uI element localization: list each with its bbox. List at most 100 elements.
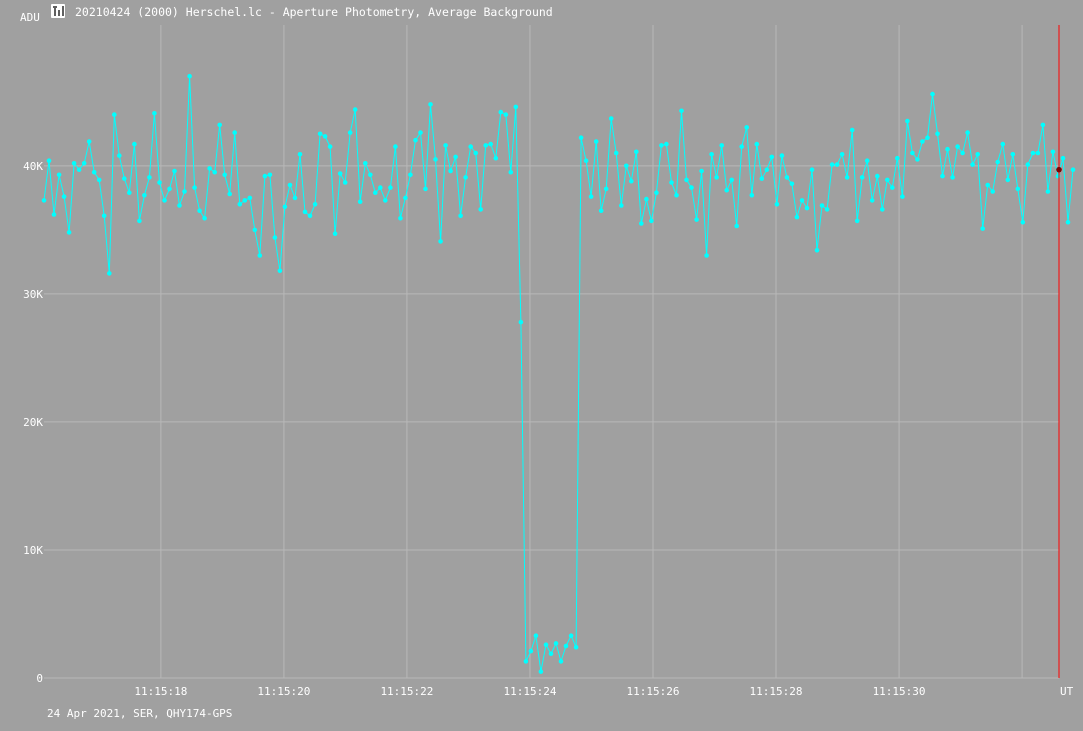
data-point [272, 235, 278, 240]
data-point [980, 226, 985, 231]
data-point [383, 198, 388, 203]
data-point [107, 271, 112, 276]
data-point [578, 135, 584, 140]
data-point [839, 152, 845, 157]
data-point [900, 194, 905, 199]
data-point [915, 157, 920, 162]
data-point [664, 141, 669, 147]
data-point [965, 130, 970, 135]
data-point [157, 180, 162, 185]
data-point [418, 130, 423, 135]
data-point [112, 112, 117, 117]
data-point [187, 73, 192, 79]
data-point [940, 173, 945, 179]
data-point [880, 207, 885, 212]
data-point [267, 172, 273, 178]
data-point [46, 158, 52, 163]
data-point [729, 177, 734, 183]
data-point [292, 195, 298, 201]
data-point [970, 162, 975, 167]
data-point [368, 172, 373, 178]
data-point [955, 144, 960, 149]
data-point [237, 202, 243, 207]
data-point [925, 135, 930, 140]
data-point [885, 177, 890, 183]
data-point [433, 157, 438, 162]
data-point [624, 163, 629, 169]
data-point [332, 231, 338, 236]
data-point [473, 150, 479, 156]
data-point [192, 185, 197, 190]
data-point [553, 641, 559, 646]
data-point [86, 139, 92, 144]
series-layer [41, 73, 1076, 674]
data-point [177, 203, 182, 208]
data-point [593, 139, 599, 144]
data-point [347, 130, 353, 135]
data-point [41, 198, 47, 203]
data-point [659, 143, 664, 148]
data-point [247, 195, 253, 201]
data-point [76, 167, 82, 172]
cursor-layer[interactable] [1056, 25, 1062, 678]
data-point [252, 227, 258, 233]
data-point [639, 221, 644, 226]
data-point [373, 190, 378, 195]
data-point [488, 141, 494, 147]
data-point [227, 191, 232, 197]
data-point [834, 162, 840, 167]
data-point [122, 176, 127, 181]
data-point [719, 143, 724, 148]
data-point [403, 195, 408, 201]
data-point [448, 168, 453, 174]
data-point [699, 168, 704, 174]
data-point [197, 208, 202, 213]
data-point [769, 154, 775, 160]
data-point [297, 152, 303, 157]
data-point [724, 187, 729, 193]
data-point [528, 648, 534, 654]
data-point [543, 642, 549, 647]
data-point [869, 198, 875, 203]
data-point [217, 122, 222, 128]
data-point [990, 189, 995, 194]
data-point [975, 152, 980, 157]
data-point [438, 239, 443, 244]
data-point [463, 175, 468, 180]
data-point [277, 268, 283, 274]
data-point [147, 175, 152, 180]
data-point [322, 134, 328, 139]
data-point [162, 198, 167, 203]
data-point [603, 186, 609, 192]
x-tick-label: 11:15:30 [873, 685, 926, 698]
data-point [523, 659, 529, 664]
data-point [568, 633, 574, 638]
data-point [538, 669, 544, 674]
data-point [137, 218, 142, 224]
data-point [779, 153, 785, 158]
data-point [207, 166, 212, 171]
data-point [357, 199, 363, 204]
data-point [654, 190, 659, 195]
data-point [1000, 141, 1006, 147]
data-point [262, 173, 268, 179]
data-point [985, 182, 990, 188]
data-point [694, 217, 699, 222]
data-point [809, 167, 815, 172]
data-point [423, 186, 428, 192]
data-point [478, 207, 484, 212]
y-tick-label: 30K [23, 288, 43, 301]
data-point [1070, 167, 1076, 172]
data-point [588, 194, 594, 199]
data-point [167, 186, 172, 192]
data-point [101, 213, 107, 219]
data-point [548, 651, 554, 656]
data-point [378, 185, 383, 190]
data-point [709, 152, 714, 157]
data-point [634, 149, 639, 155]
data-point [287, 182, 293, 188]
data-point [307, 213, 313, 219]
data-point [799, 198, 805, 203]
data-point [142, 193, 147, 198]
